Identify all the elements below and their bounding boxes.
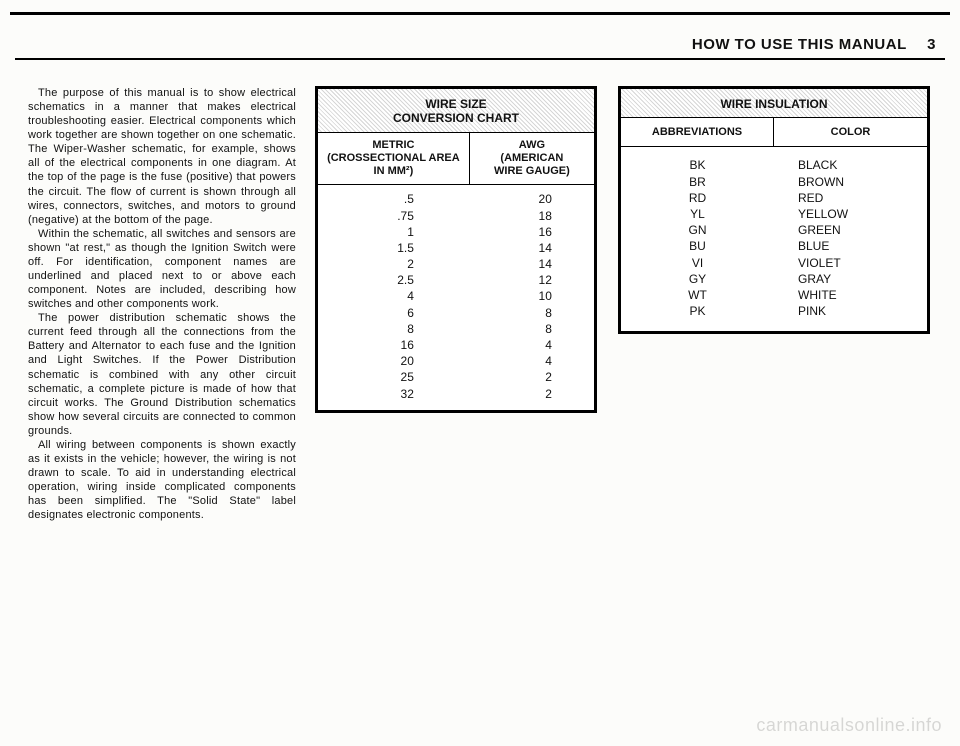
col-header-color: COLOR (774, 118, 927, 146)
label: (CROSSECTIONAL AREA (327, 152, 460, 164)
metric-column: .5 .75 1 1.5 2 2.5 4 6 8 16 20 25 32 (318, 191, 470, 401)
cell: 32 (374, 386, 414, 402)
cell: 4 (512, 337, 552, 353)
cell: BLUE (798, 238, 927, 254)
cell: 14 (512, 240, 552, 256)
header-divider (15, 58, 945, 60)
cell: 6 (374, 305, 414, 321)
col-header-abbrev: ABBREVIATIONS (621, 118, 774, 146)
cell: VIOLET (798, 255, 927, 271)
body-text: The purpose of this manual is to show el… (28, 86, 296, 522)
cell: GRAY (798, 271, 927, 287)
cell: 1 (374, 224, 414, 240)
cell: YELLOW (798, 206, 927, 222)
cell: 10 (512, 288, 552, 304)
cell: 2 (512, 369, 552, 385)
page-number: 3 (927, 36, 936, 53)
cell: GREEN (798, 222, 927, 238)
cell: 14 (512, 256, 552, 272)
cell: BROWN (798, 174, 927, 190)
table-title: WIRE INSULATION (621, 89, 927, 118)
cell: 2.5 (374, 272, 414, 288)
cell: RED (798, 190, 927, 206)
manual-page: HOW TO USE THIS MANUAL 3 The purpose of … (0, 0, 960, 746)
label: METRIC (372, 139, 414, 151)
cell: RD (689, 190, 706, 206)
top-divider (10, 12, 950, 15)
table-body: BK BR RD YL GN BU VI GY WT PK BLACK BROW… (621, 147, 927, 331)
cell: 2 (512, 386, 552, 402)
table-body: .5 .75 1 1.5 2 2.5 4 6 8 16 20 25 32 20 … (318, 185, 594, 409)
cell: BR (689, 174, 706, 190)
cell: 8 (512, 305, 552, 321)
cell: 18 (512, 208, 552, 224)
cell: 4 (374, 288, 414, 304)
abbrev-column: BK BR RD YL GN BU VI GY WT PK (621, 157, 774, 319)
cell: .5 (374, 191, 414, 207)
cell: 20 (512, 191, 552, 207)
cell: BU (689, 238, 706, 254)
table-title-line2: CONVERSION CHART (393, 111, 519, 125)
watermark: carmanualsonline.info (756, 715, 942, 736)
cell: 20 (374, 353, 414, 369)
paragraph: The purpose of this manual is to show el… (28, 86, 296, 227)
cell: PINK (798, 303, 927, 319)
cell: GY (689, 271, 706, 287)
cell: GN (689, 222, 707, 238)
paragraph: Within the schematic, all switches and s… (28, 227, 296, 311)
cell: 4 (512, 353, 552, 369)
col-header-awg: AWG (AMERICAN WIRE GAUGE) (470, 133, 594, 185)
cell: BLACK (798, 157, 927, 173)
wire-insulation-table: WIRE INSULATION ABBREVIATIONS COLOR BK B… (618, 86, 930, 334)
cell: 16 (374, 337, 414, 353)
col-header-metric: METRIC (CROSSECTIONAL AREA IN MM²) (318, 133, 470, 185)
paragraph: The power distribution schematic shows t… (28, 311, 296, 438)
table-title: WIRE SIZE CONVERSION CHART (318, 89, 594, 133)
label: (AMERICAN (500, 152, 563, 164)
header-title: HOW TO USE THIS MANUAL 3 (692, 36, 936, 53)
color-column: BLACK BROWN RED YELLOW GREEN BLUE VIOLET… (774, 157, 927, 319)
table-title-text: WIRE INSULATION (720, 97, 827, 111)
label: AWG (519, 139, 545, 151)
section-title: HOW TO USE THIS MANUAL (692, 36, 907, 53)
cell: BK (689, 157, 705, 173)
cell: WHITE (798, 287, 927, 303)
label: IN MM²) (374, 165, 414, 177)
cell: PK (689, 303, 705, 319)
wire-size-conversion-table: WIRE SIZE CONVERSION CHART METRIC (CROSS… (315, 86, 597, 413)
cell: 25 (374, 369, 414, 385)
cell: .75 (374, 208, 414, 224)
cell: 12 (512, 272, 552, 288)
cell: 2 (374, 256, 414, 272)
table-title-line1: WIRE SIZE (425, 97, 486, 111)
awg-column: 20 18 16 14 14 12 10 8 8 4 4 2 2 (470, 191, 594, 401)
table-header-row: ABBREVIATIONS COLOR (621, 118, 927, 147)
table-header-row: METRIC (CROSSECTIONAL AREA IN MM²) AWG (… (318, 133, 594, 186)
label: WIRE GAUGE) (494, 165, 570, 177)
paragraph: All wiring between components is shown e… (28, 438, 296, 522)
cell: 16 (512, 224, 552, 240)
cell: 1.5 (374, 240, 414, 256)
cell: WT (688, 287, 707, 303)
cell: YL (690, 206, 705, 222)
cell: 8 (512, 321, 552, 337)
cell: 8 (374, 321, 414, 337)
cell: VI (692, 255, 703, 271)
